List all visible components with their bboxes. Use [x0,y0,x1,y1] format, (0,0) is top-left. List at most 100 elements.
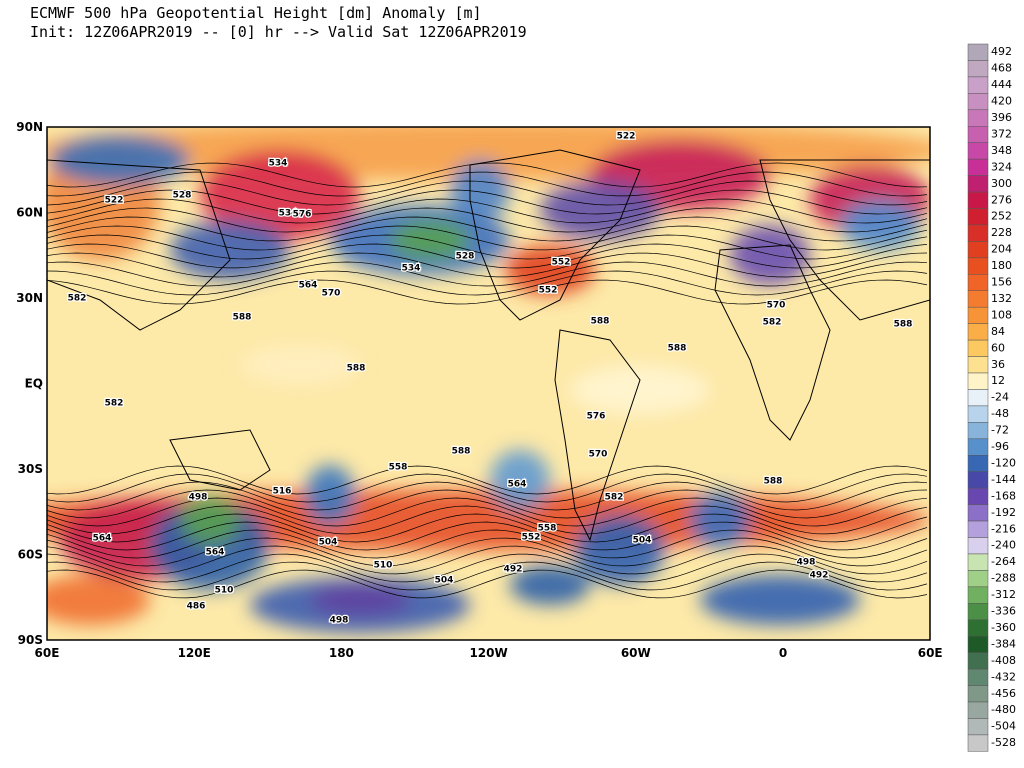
lat-label: 30N [16,291,43,305]
field-blob [240,345,360,385]
colorbar-swatch [967,455,989,472]
contour-line [47,497,928,527]
colorbar-label: 372 [991,127,1012,140]
lon-label: 60W [621,646,651,660]
contour-label: 564 [93,534,112,544]
colorbar-label: 252 [991,210,1012,223]
contour-label: 552 [522,533,541,543]
colorbar-label: 180 [991,259,1012,272]
contour-line [47,481,928,511]
colorbar-label: -168 [991,489,1016,502]
contour-label: 522 [617,132,636,142]
colorbar-swatch [967,43,989,61]
field-blob [840,200,920,250]
colorbar-label: -240 [991,539,1016,552]
colorbar: 492 468 444 420 396 372 348 324 300 276 252 228 204 1… [967,43,1016,752]
contour-label: 582 [763,318,782,328]
coastline [47,159,231,331]
field-blob [575,515,665,585]
colorbar-label: 36 [991,358,1005,371]
contour-label: 504 [435,576,454,586]
colorbar-label: 420 [991,95,1012,108]
colorbar-swatch [967,570,989,588]
colorbar-swatch [967,323,989,341]
field-blob [730,225,810,285]
colorbar-swatch [967,586,989,604]
lat-label: 60N [16,206,43,220]
contour-line [47,465,928,495]
colorbar-label: -528 [991,736,1016,749]
colorbar-swatch [967,734,989,752]
colorbar-swatch [967,76,989,94]
contour-line [47,216,928,242]
contour-line [47,505,928,535]
colorbar-swatch [967,619,989,637]
coastline [714,244,831,441]
colorbar-swatch [967,685,989,703]
contour-label: 486 [187,602,206,612]
contour-label: 528 [173,191,192,201]
colorbar-swatch [967,208,989,226]
colorbar-label: 228 [991,226,1012,239]
colorbar-swatch [967,356,989,374]
colorbar-label: -216 [991,522,1016,535]
contour-label: 534 [402,264,421,274]
contour-label: 504 [319,538,338,548]
colorbar-label: 156 [991,276,1012,289]
colorbar-swatch [967,372,989,390]
lat-label: 90N [16,120,43,134]
colorbar-label: -456 [991,687,1016,700]
colorbar-label: -48 [991,407,1009,420]
colorbar-swatch [967,652,989,670]
contour-label: 588 [668,344,687,354]
contour-label: 558 [389,463,408,473]
contour-label: 588 [452,447,471,457]
field-blob [690,492,750,548]
colorbar-label: -480 [991,703,1016,716]
lon-label: 120E [178,646,211,660]
contour-label: 564 [299,281,318,291]
contour-line [47,473,928,503]
colorbar-label: 60 [991,341,1005,354]
colorbar-label: -384 [991,637,1016,650]
colorbar-label: 12 [991,374,1005,387]
colorbar-swatch [967,389,989,407]
colorbar-swatch [967,553,989,571]
contour-label: 534 [269,159,288,169]
field-blob [450,160,510,220]
contour-line [47,529,928,559]
colorbar-swatch [967,257,989,275]
contour-line [47,252,928,278]
contour-label: 552 [552,258,571,268]
colorbar-label: -192 [991,506,1016,519]
contour-line [47,513,928,543]
colorbar-label: 108 [991,308,1012,321]
lat-label: 30S [18,462,43,476]
contour-label: 498 [189,493,208,503]
contour-label: 516 [273,487,292,497]
map-field: 522 534 528 534 528 552 576 522 534 552 564 570 582 5… [47,127,930,640]
colorbar-label: -24 [991,391,1009,404]
colorbar-swatch [967,668,989,686]
colorbar-swatch [967,60,989,78]
lon-label: 120W [469,646,507,660]
colorbar-label: -312 [991,588,1016,601]
colorbar-label: 84 [991,325,1005,338]
colorbar-swatch [967,93,989,111]
contour-line [47,261,928,287]
contour-label: 534 [279,209,298,219]
colorbar-swatch [967,158,989,176]
coastline [759,159,930,321]
lat-label: EQ [25,377,43,391]
lon-label: 0 [779,646,787,660]
colorbar-label: 492 [991,45,1012,58]
contour-line [47,171,928,197]
colorbar-swatch [967,274,989,291]
contour-label: 588 [591,317,610,327]
colorbar-label: 300 [991,177,1012,190]
contour-label: 558 [538,524,557,534]
colorbar-label: 324 [991,160,1012,173]
contour-line [47,243,928,269]
colorbar-swatch [967,504,989,522]
